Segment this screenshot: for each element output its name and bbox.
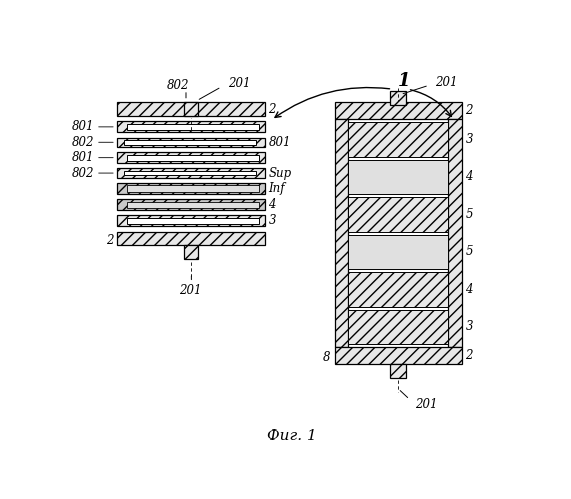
Text: 4: 4 <box>465 171 473 184</box>
Bar <box>127 218 259 224</box>
Bar <box>335 119 348 347</box>
Text: Inf: Inf <box>268 182 285 195</box>
Text: 801: 801 <box>72 151 94 164</box>
Text: 201: 201 <box>228 77 250 90</box>
Bar <box>127 202 259 208</box>
Text: 2: 2 <box>465 104 473 117</box>
Bar <box>391 91 406 105</box>
Bar <box>118 138 266 147</box>
Bar <box>348 235 448 269</box>
Text: 802: 802 <box>72 167 94 180</box>
Text: 201: 201 <box>179 283 201 296</box>
Text: 801: 801 <box>268 136 291 149</box>
Bar <box>348 160 448 194</box>
Text: 1: 1 <box>397 72 410 90</box>
Text: 802: 802 <box>167 79 190 92</box>
Bar <box>127 155 259 161</box>
Text: 5: 5 <box>465 208 473 221</box>
Text: 2: 2 <box>268 103 276 116</box>
Bar <box>391 364 406 378</box>
Bar <box>184 102 198 116</box>
Text: 5: 5 <box>465 246 473 258</box>
Bar <box>118 102 266 116</box>
Bar <box>127 186 259 192</box>
Text: 2: 2 <box>465 349 473 362</box>
Text: 2: 2 <box>106 235 114 248</box>
Bar <box>118 232 266 246</box>
Bar <box>124 171 256 175</box>
Bar <box>348 309 448 344</box>
Text: 802: 802 <box>72 136 94 149</box>
Bar <box>118 169 266 178</box>
Bar <box>127 124 259 130</box>
Text: Фиг. 1: Фиг. 1 <box>267 429 317 443</box>
Bar <box>348 122 448 157</box>
Bar <box>348 272 448 306</box>
Bar <box>118 199 266 210</box>
Bar <box>448 119 461 347</box>
Bar <box>335 347 461 364</box>
Bar <box>118 183 266 194</box>
Bar <box>118 216 266 226</box>
Bar <box>348 197 448 232</box>
Text: Sup: Sup <box>268 167 292 180</box>
Bar <box>184 246 198 259</box>
Bar <box>118 152 266 163</box>
Text: 3: 3 <box>268 214 276 228</box>
Bar <box>118 121 266 132</box>
Text: 8: 8 <box>323 351 331 364</box>
Text: 801: 801 <box>72 120 94 133</box>
Text: 201: 201 <box>415 398 437 411</box>
Text: 4: 4 <box>268 198 276 211</box>
Bar <box>335 102 461 119</box>
Bar <box>124 140 256 145</box>
Text: 3: 3 <box>465 133 473 146</box>
Text: 3: 3 <box>465 320 473 333</box>
Text: 4: 4 <box>465 283 473 296</box>
Text: 201: 201 <box>435 76 457 89</box>
